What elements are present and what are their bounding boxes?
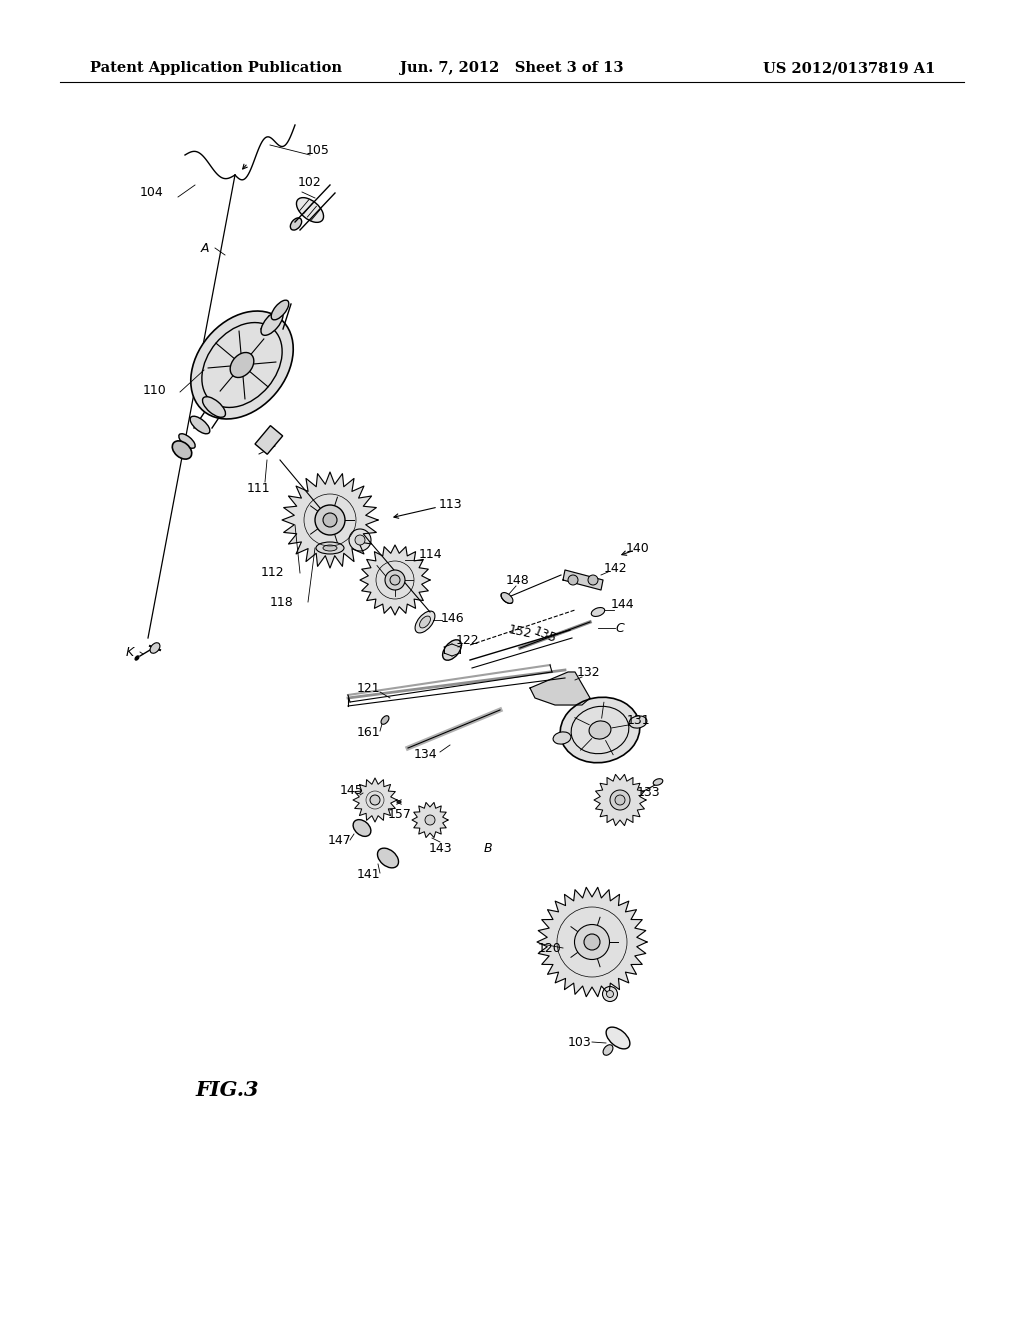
Text: 132: 132 xyxy=(577,665,600,678)
Ellipse shape xyxy=(353,820,371,837)
Ellipse shape xyxy=(610,789,630,810)
Text: US 2012/0137819 A1: US 2012/0137819 A1 xyxy=(763,61,935,75)
Ellipse shape xyxy=(296,198,324,222)
Ellipse shape xyxy=(135,656,139,660)
Bar xyxy=(255,425,283,454)
Text: A: A xyxy=(201,242,209,255)
Text: 146: 146 xyxy=(440,611,464,624)
Ellipse shape xyxy=(560,697,640,763)
Polygon shape xyxy=(360,545,430,615)
Ellipse shape xyxy=(230,352,254,378)
Text: 112: 112 xyxy=(260,565,284,578)
Ellipse shape xyxy=(172,441,191,459)
Ellipse shape xyxy=(501,593,513,603)
Ellipse shape xyxy=(390,576,400,585)
Text: K: K xyxy=(126,645,134,659)
Text: 144: 144 xyxy=(610,598,634,611)
Ellipse shape xyxy=(584,935,600,950)
Text: 105: 105 xyxy=(306,144,330,157)
Text: 113: 113 xyxy=(438,499,462,511)
Text: C: C xyxy=(615,622,625,635)
Ellipse shape xyxy=(603,1044,613,1055)
Text: 114: 114 xyxy=(418,549,441,561)
Text: 161: 161 xyxy=(356,726,380,739)
Text: 104: 104 xyxy=(140,186,164,198)
Text: 118: 118 xyxy=(270,597,294,610)
Text: B: B xyxy=(483,842,493,854)
Text: 140: 140 xyxy=(626,541,650,554)
Polygon shape xyxy=(563,570,603,590)
Ellipse shape xyxy=(629,715,647,729)
Ellipse shape xyxy=(381,715,389,725)
Polygon shape xyxy=(530,672,590,705)
Text: 134: 134 xyxy=(414,748,437,762)
Ellipse shape xyxy=(425,814,435,825)
Ellipse shape xyxy=(615,795,625,805)
Ellipse shape xyxy=(315,506,345,535)
Ellipse shape xyxy=(190,312,293,418)
Ellipse shape xyxy=(588,576,598,585)
Text: 121: 121 xyxy=(356,681,380,694)
Text: 135: 135 xyxy=(531,624,558,645)
Ellipse shape xyxy=(574,924,609,960)
Ellipse shape xyxy=(385,570,406,590)
Text: Patent Application Publication: Patent Application Publication xyxy=(90,61,342,75)
Ellipse shape xyxy=(568,576,578,585)
Ellipse shape xyxy=(370,795,380,805)
Text: 148: 148 xyxy=(506,573,529,586)
Polygon shape xyxy=(537,887,647,997)
Ellipse shape xyxy=(420,616,430,628)
Ellipse shape xyxy=(602,986,617,1002)
Polygon shape xyxy=(412,803,449,838)
Text: Jun. 7, 2012   Sheet 3 of 13: Jun. 7, 2012 Sheet 3 of 13 xyxy=(400,61,624,75)
Ellipse shape xyxy=(179,434,196,449)
Polygon shape xyxy=(594,775,646,825)
Ellipse shape xyxy=(553,731,571,744)
Ellipse shape xyxy=(653,779,663,785)
Ellipse shape xyxy=(378,849,398,867)
Text: 120: 120 xyxy=(539,941,562,954)
Polygon shape xyxy=(282,473,378,568)
Ellipse shape xyxy=(606,990,613,998)
Text: 103: 103 xyxy=(568,1035,592,1048)
Ellipse shape xyxy=(349,529,371,550)
Text: 141: 141 xyxy=(356,869,380,882)
Text: FIG.3: FIG.3 xyxy=(195,1080,258,1100)
Text: 122: 122 xyxy=(456,634,479,647)
Polygon shape xyxy=(353,777,397,822)
Ellipse shape xyxy=(606,1027,630,1049)
Ellipse shape xyxy=(190,416,210,434)
Ellipse shape xyxy=(316,543,344,554)
Text: 131: 131 xyxy=(627,714,650,726)
Text: 145: 145 xyxy=(340,784,364,796)
Ellipse shape xyxy=(355,535,365,545)
Text: 133: 133 xyxy=(636,785,659,799)
Text: 157: 157 xyxy=(388,808,412,821)
Ellipse shape xyxy=(442,640,462,660)
Ellipse shape xyxy=(415,611,435,632)
Ellipse shape xyxy=(589,721,611,739)
Ellipse shape xyxy=(323,513,337,527)
Ellipse shape xyxy=(271,300,289,319)
Text: 143: 143 xyxy=(428,842,452,854)
Text: 147: 147 xyxy=(328,833,352,846)
Text: 102: 102 xyxy=(298,177,322,190)
Text: 110: 110 xyxy=(143,384,167,396)
Ellipse shape xyxy=(261,310,283,335)
Ellipse shape xyxy=(291,218,302,230)
Ellipse shape xyxy=(323,545,337,550)
Ellipse shape xyxy=(591,607,605,616)
Ellipse shape xyxy=(151,643,160,653)
Text: 152: 152 xyxy=(507,623,532,640)
Text: 111: 111 xyxy=(246,482,269,495)
Ellipse shape xyxy=(203,397,225,417)
Text: 142: 142 xyxy=(603,561,627,574)
